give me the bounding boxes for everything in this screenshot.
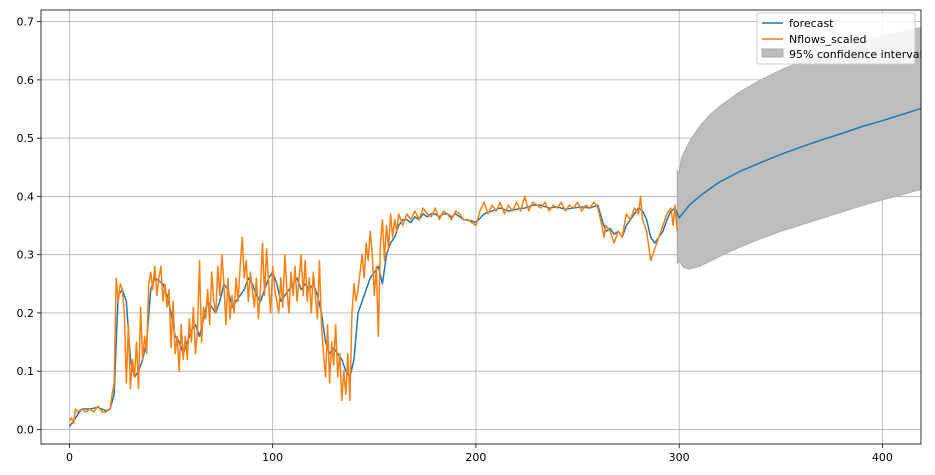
y-tick-label: 0.1 [17, 365, 35, 378]
legend-ci-swatch [761, 48, 784, 58]
legend-box [756, 12, 916, 65]
axes: 0 100 200 300 400 0.0 0.1 0.2 0.3 0.4 0.5 0.6 0.7 [17, 9, 922, 464]
legend: forecast Nflows_scaled 95% confidence in… [756, 12, 923, 65]
x-tick-label: 0 [66, 451, 73, 464]
x-tick-label: 100 [262, 451, 283, 464]
y-tick-label: 0.5 [17, 132, 35, 145]
y-tick-label: 0.0 [17, 423, 35, 436]
x-tick-label: 400 [872, 451, 893, 464]
y-tick-label: 0.4 [17, 190, 35, 203]
y-tick-label: 0.2 [17, 307, 35, 320]
y-tick-label: 0.6 [17, 74, 35, 87]
y-tick-label: 0.3 [17, 249, 35, 262]
plot-frame [40, 9, 922, 445]
nflows-scaled-line [68, 195, 678, 425]
legend-observed-label: Nflows_scaled [789, 33, 866, 46]
legend-ci-label: 95% confidence interval [789, 48, 923, 61]
y-tick-label: 0.7 [17, 16, 35, 29]
series [68, 107, 922, 427]
x-tick-label: 300 [669, 451, 690, 464]
x-tick-label: 200 [465, 451, 486, 464]
legend-forecast-label: forecast [789, 17, 834, 30]
